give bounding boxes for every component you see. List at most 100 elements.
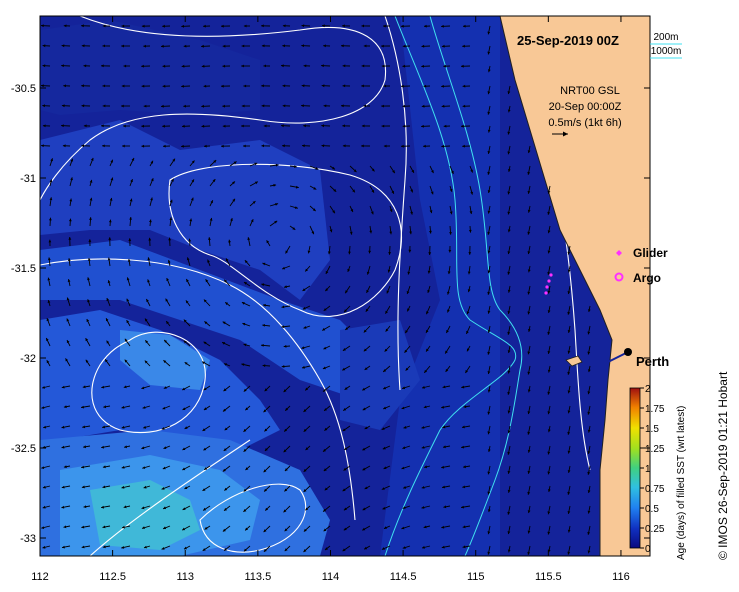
current-arrow-head (244, 282, 247, 285)
current-arrow-head (342, 144, 346, 148)
current-arrow-head (106, 298, 110, 301)
current-arrow-head (368, 250, 372, 254)
current-arrow-head (222, 124, 226, 128)
current-arrow-head (66, 297, 70, 301)
current-arrow-head (362, 387, 366, 391)
current-arrow-head (323, 346, 327, 350)
current-arrow-head (407, 271, 411, 275)
current-arrow-head (507, 151, 511, 155)
current-arrow-head (183, 319, 187, 323)
glider-legend: Glider (616, 246, 668, 260)
current-arrow-head (421, 124, 424, 128)
current-arrow-head (121, 485, 125, 489)
current-arrow-head (263, 303, 266, 307)
current-arrow-head (567, 491, 571, 495)
current-arrow-head (381, 124, 385, 128)
current-arrow-head (321, 64, 324, 68)
current-arrow-head (243, 388, 247, 392)
current-arrow-head (141, 124, 144, 128)
current-arrow-head (421, 64, 424, 68)
isobath-legend-1000m: 1000m (651, 46, 682, 57)
current-arrow-head (66, 318, 70, 322)
isobaths (384, 16, 523, 556)
current-arrow-head (402, 506, 406, 509)
current-arrow-head (587, 369, 591, 373)
current-arrow-head (122, 525, 125, 529)
current-arrow-head (243, 448, 247, 452)
lat-tick-label: -31 (20, 173, 36, 185)
current-arrow-head (442, 385, 446, 389)
current-arrow-head (467, 289, 471, 293)
current-arrow-head (222, 342, 226, 345)
current-arrow-head (342, 488, 346, 492)
current-arrow-head (63, 405, 67, 409)
current-arrow-head (401, 526, 405, 530)
current-arrow-head (61, 64, 64, 68)
current-arrow-head (467, 271, 471, 275)
current-arrow-head (283, 344, 287, 348)
current-arrow-head (184, 486, 188, 489)
current-arrow-head (322, 327, 326, 331)
current-arrow-head (487, 111, 491, 115)
current-arrow-head (364, 546, 368, 550)
current-arrow-head (507, 410, 511, 414)
current-arrow-head (81, 104, 85, 108)
map-plot-area (40, 16, 650, 556)
current-arrow-head (347, 268, 351, 272)
current-arrow-head (567, 330, 571, 333)
current-arrow-head (463, 405, 467, 409)
current-arrow-head (364, 367, 368, 370)
current-arrow-head (224, 548, 227, 551)
current-arrow-head (421, 426, 425, 429)
current-arrow-head (203, 299, 207, 303)
coastline (499, 16, 613, 556)
current-arrow-head (162, 124, 165, 128)
current-arrow-head (205, 279, 209, 283)
current-arrow-head (162, 466, 166, 470)
current-arrow-head (487, 129, 491, 133)
current-arrow-head (441, 84, 444, 88)
current-arrow-head (163, 386, 167, 389)
current-arrow-head (342, 548, 346, 552)
current-arrow-head (461, 505, 464, 509)
current-arrow-head (295, 185, 299, 189)
current-arrow-head (383, 406, 387, 410)
current-arrow-head (243, 548, 247, 552)
lon-tick-label: 115.5 (535, 571, 562, 583)
current-arrow-head (391, 190, 394, 194)
current-arrow-head (527, 329, 531, 332)
current-arrow-head (365, 308, 369, 312)
current-arrow-head (243, 343, 247, 347)
current-arrow-head (342, 124, 345, 128)
current-arrow-head (363, 348, 367, 352)
lat-tick-label: -30.5 (11, 83, 36, 95)
sst-region-deep (40, 20, 260, 115)
current-arrow-head (190, 197, 194, 201)
current-arrow-head (527, 470, 531, 474)
current-arrow-head (527, 251, 531, 255)
current-arrow-head (402, 546, 406, 549)
current-arrow-head (547, 250, 551, 254)
current-arrow-head (264, 448, 268, 451)
current-arrow-head (213, 160, 217, 163)
current-arrow-head (188, 238, 192, 242)
current-arrow-head (381, 44, 384, 48)
current-arrow-head (61, 445, 65, 449)
current-arrow-head (389, 231, 393, 235)
current-arrow-head (527, 431, 531, 435)
current-arrow-head (225, 258, 229, 262)
current-arrow-head (547, 391, 551, 395)
current-arrow-head (527, 291, 531, 295)
current-arrow-head (487, 210, 491, 214)
current-arrow-head (430, 191, 434, 195)
current-arrow-head (362, 527, 366, 531)
current-arrow-head (507, 511, 511, 515)
current-arrow-head (221, 84, 224, 88)
current-arrow-head (587, 550, 591, 554)
current-arrow-head (49, 197, 53, 201)
current-arrow-head (102, 24, 106, 28)
current-arrow-head (441, 44, 445, 48)
current-arrow-head (341, 44, 344, 48)
current-arrow-head (284, 468, 288, 471)
current-arrow-head (224, 427, 228, 431)
